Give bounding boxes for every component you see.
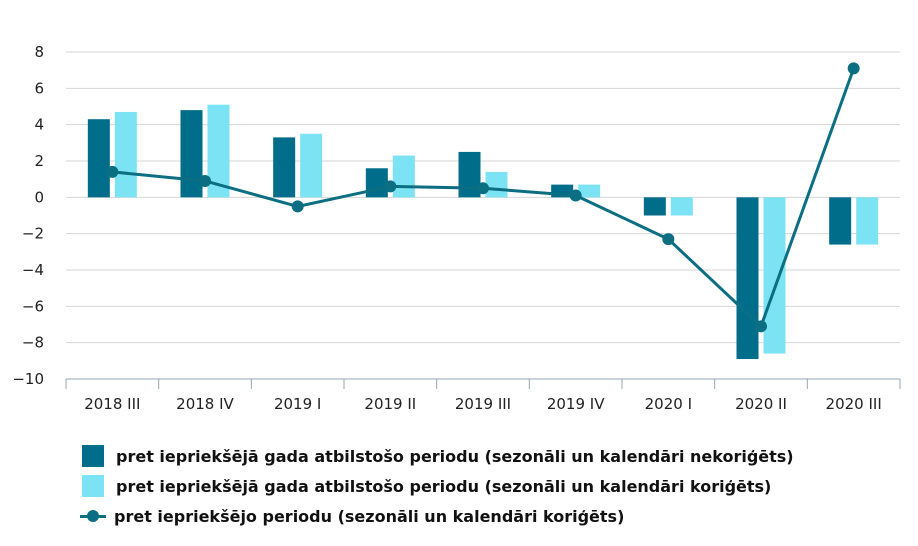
bar-series-2 [392,155,415,198]
legend-swatch-series-1 [82,445,104,467]
x-tick-label: 2020 II [735,395,787,413]
x-tick-label: 2018 III [84,395,140,413]
bar-series-2 [763,197,786,354]
bar-series-1 [643,197,666,216]
y-tick-label: −10 [12,370,44,388]
y-tick-label: 4 [34,116,44,134]
x-tick-label: 2019 III [455,395,511,413]
y-tick-label: 8 [34,43,44,61]
legend-label-series-2: pret iepriekšējā gada atbilstošo periodu… [116,476,772,496]
bar-series-1 [736,197,759,360]
x-tick-label: 2019 II [364,395,416,413]
bar-series-2 [670,197,693,216]
legend: pret iepriekšējā gada atbilstošo periodu… [80,441,794,531]
x-tick-label: 2018 IV [176,395,234,413]
legend-swatch-series-2 [82,475,104,497]
bar-series-2 [856,197,879,245]
line-point [847,62,860,75]
y-tick-label: 0 [34,188,44,206]
bars [87,104,879,360]
line-point [755,320,767,333]
gridlines [66,51,900,344]
line-point [662,233,675,246]
legend-item-series-3[interactable]: pret iepriekšējo periodu (sezonāli un ka… [80,501,794,531]
bar-series-2 [207,104,230,198]
bar-series-1 [829,197,852,245]
line-point [199,174,211,187]
y-tick-label: −6 [22,297,44,315]
line-point [106,165,119,178]
x-axis: 2018 III 2018 IV 2019 I 2019 II 2019 III 2019… [65,378,901,413]
bar-series-1 [87,119,110,198]
line-series [106,62,860,333]
y-tick-label: 2 [34,152,44,170]
bar-series-2 [114,111,137,198]
legend-label-series-3: pret iepriekšējo periodu (sezonāli un ka… [114,506,625,526]
y-tick-label: 6 [34,79,44,97]
y-axis-ticks: 8 6 4 2 0 −2 −4 −6 −8 −10 [12,43,44,388]
bar-series-2 [300,133,323,198]
bar-series-1 [180,110,203,198]
bar-series-1 [273,137,296,198]
legend-swatch-series-3 [80,505,106,527]
x-tick-label: 2020 III [826,395,882,413]
y-tick-label: −8 [22,334,44,352]
bar-series-2 [485,171,508,198]
line-point [477,182,489,195]
line-point [384,180,397,193]
bar-series-2 [578,184,601,198]
x-tick-label: 2019 I [274,395,321,413]
legend-item-series-1[interactable]: pret iepriekšējā gada atbilstošo periodu… [82,441,794,471]
x-tick-label: 2020 I [645,395,692,413]
bar-series-1 [365,168,388,198]
x-tick-label: 2019 IV [547,395,605,413]
line-point [291,200,304,213]
legend-item-series-2[interactable]: pret iepriekšējā gada atbilstošo periodu… [82,471,794,501]
bar-series-1 [458,151,481,198]
y-tick-label: −4 [22,261,44,279]
line-point [569,189,582,202]
y-tick-label: −2 [22,225,44,243]
legend-label-series-1: pret iepriekšējā gada atbilstošo periodu… [116,446,794,466]
